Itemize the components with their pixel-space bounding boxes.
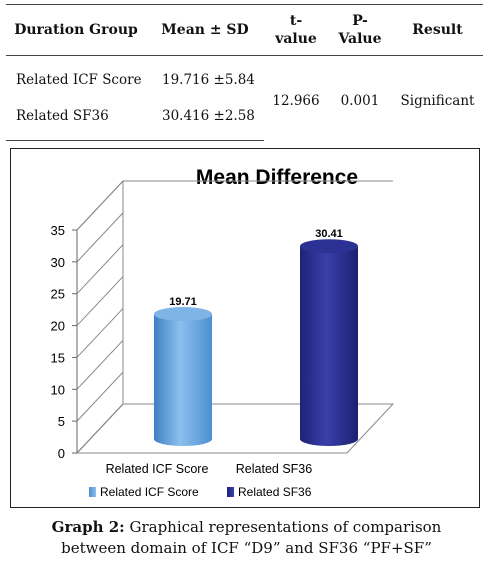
bar-top: [300, 239, 358, 254]
y-tick-label: 15: [51, 350, 65, 365]
t-value-cell: 12.966: [272, 93, 320, 110]
chart-title: Mean Difference: [196, 166, 358, 189]
y-gridline-diagonal: [76, 308, 124, 358]
bar-chart: Mean Difference 0 5 10 15 20 25 30 35 19.71 30.4…: [51, 166, 395, 499]
table-row: Related ICF Score 19.716 ±5.84 12.966 0.…: [6, 56, 483, 109]
p-value-cell: 0.001: [340, 93, 380, 110]
data-label: 19.71: [169, 296, 197, 308]
row-mean-sd: 19.716 ±5.84: [162, 72, 255, 88]
y-gridline-diagonal: [76, 403, 124, 454]
y-tick-label: 0: [58, 446, 65, 461]
y-tick-label: 30: [51, 255, 65, 270]
caption-label: Graph 2:: [51, 518, 125, 536]
y-tick-label: 25: [51, 287, 65, 302]
header-result: Result: [392, 4, 483, 56]
header-p-value-line2: Value: [338, 31, 382, 47]
y-gridline-diagonal: [76, 276, 124, 326]
legend-swatch: [227, 487, 234, 497]
y-tick-label: 20: [51, 319, 65, 334]
y-axis: 0 5 10 15 20 25 30 35: [51, 180, 124, 461]
x-tick-label: Related SF36: [236, 462, 312, 476]
figure-caption: Graph 2: Graphical representations of co…: [0, 517, 493, 559]
bar-top: [154, 307, 212, 322]
x-axis: Related ICF Score Related SF36: [106, 462, 313, 476]
statistics-table: Duration Group Mean ± SD t- value P- Val…: [6, 4, 483, 141]
y-tick-label: 5: [58, 414, 65, 429]
legend-label: Related ICF Score: [100, 485, 199, 499]
y-gridline-diagonal: [76, 212, 124, 263]
y-tick-label: 10: [51, 382, 65, 397]
caption-text: Graphical representations of comparison: [129, 518, 442, 536]
bars: 19.71 30.41: [154, 228, 358, 446]
table-row: Related SF36 30.416 ±2.58: [6, 98, 483, 141]
chart-frame: Mean Difference 0 5 10 15 20 25 30 35 19.71 30.4…: [10, 148, 480, 508]
result-cell: Significant: [400, 93, 475, 110]
y-gridline-diagonal: [76, 180, 124, 231]
row-group: Related ICF Score: [16, 72, 142, 88]
y-gridline-diagonal: [76, 339, 124, 390]
header-t-value: t- value: [264, 4, 328, 56]
chart-legend: Related ICF Score Related SF36: [89, 485, 312, 499]
header-p-value-line1: P-: [352, 13, 368, 29]
x-tick-label: Related ICF Score: [106, 462, 209, 476]
legend-label: Related SF36: [238, 485, 312, 499]
bar: [154, 314, 212, 446]
legend-swatch: [89, 487, 96, 497]
y-tick-label: 35: [51, 223, 65, 238]
row-group: Related SF36: [6, 98, 146, 141]
header-mean-sd: Mean ± SD: [146, 4, 264, 56]
row-mean-sd: 30.416 ±2.58: [146, 98, 264, 141]
y-gridline-diagonal: [76, 371, 124, 422]
header-p-value: P- Value: [328, 4, 392, 56]
y-gridline-diagonal: [76, 244, 124, 295]
bar: [300, 246, 358, 446]
header-t-value-line2: value: [275, 31, 317, 47]
header-duration-group: Duration Group: [6, 4, 146, 56]
header-t-value-line1: t-: [289, 13, 303, 29]
data-label: 30.41: [315, 228, 343, 240]
side-wall: [76, 179, 124, 455]
caption-line2: between domain of ICF “D9” and SF36 “PF+…: [61, 539, 432, 557]
